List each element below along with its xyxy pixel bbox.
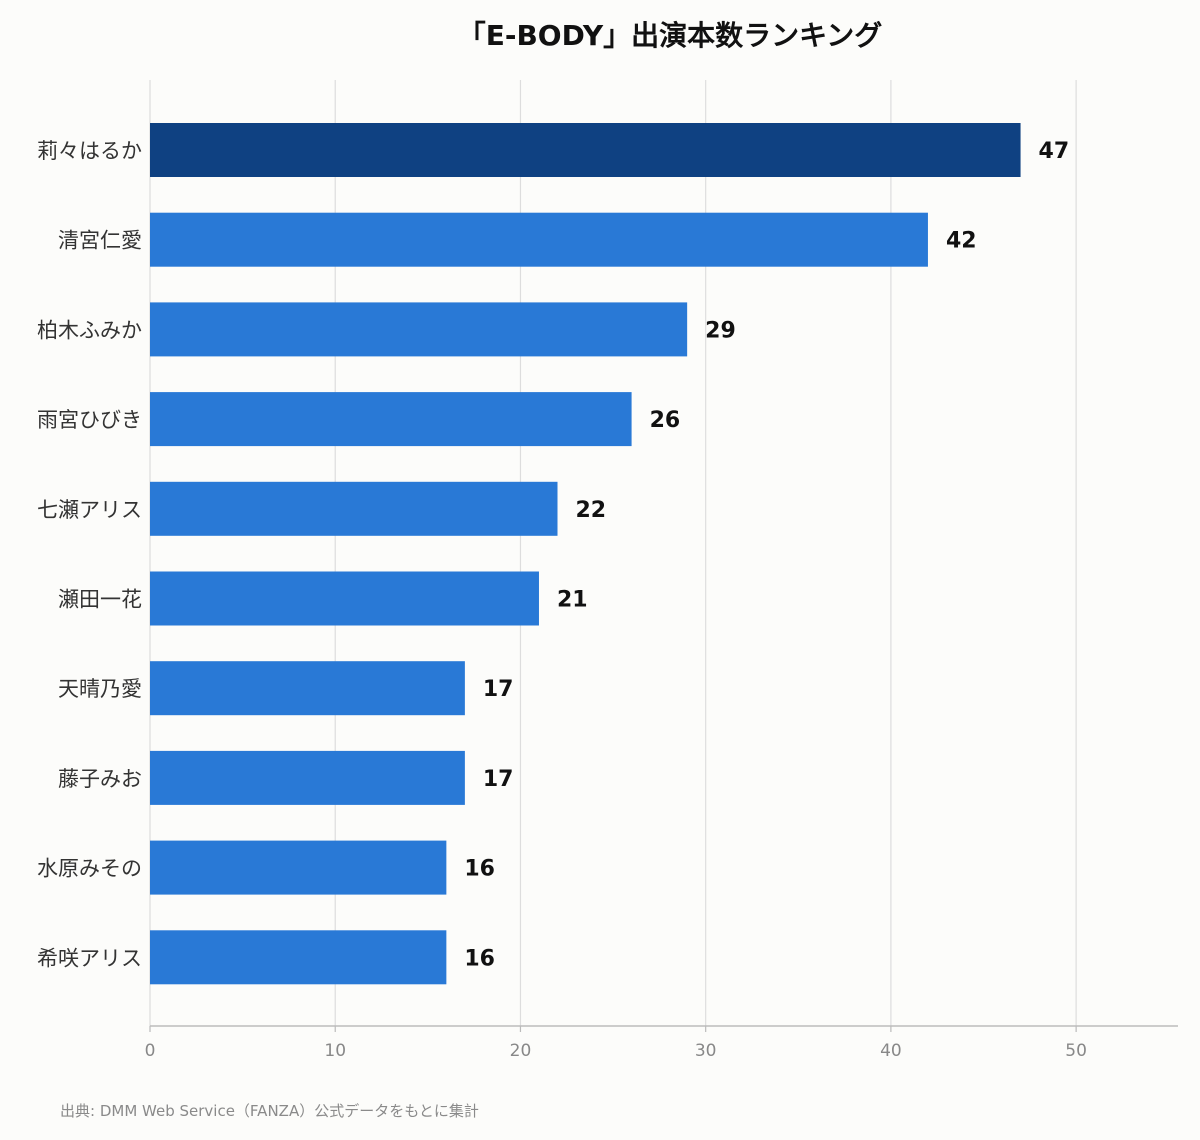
bar-7 [150,750,465,805]
value-label: 42 [946,229,977,254]
category-label: 七瀬アリス [37,498,142,522]
bar-0 [150,123,1021,177]
value-label: 29 [705,318,736,343]
bar-chart: 莉々はるか清宮仁愛柏木ふみか雨宮ひびき七瀬アリス瀬田一花天晴乃愛藤子みお水原みそ… [37,80,1178,1061]
chart-title: 「E-BODY」出演本数ランキング [457,19,883,52]
category-label: 希咲アリス [37,946,142,970]
bar-3 [150,392,632,447]
category-label: 水原みその [37,857,142,881]
category-label: 柏木ふみか [37,318,142,342]
value-labels: 47 42 29 26 22 21 17 17 16 16 [464,139,1069,971]
category-label: 天晴乃愛 [58,677,142,701]
bar-8 [150,840,447,895]
value-label: 16 [464,857,495,882]
value-label: 26 [650,408,681,433]
category-label: 藤子みお [58,767,142,791]
x-axis: 0 10 20 30 40 50 [145,1025,1178,1061]
bar-9 [150,930,447,985]
x-tick-label: 30 [695,1041,717,1061]
bars [150,123,1021,985]
x-tick-label: 0 [145,1041,156,1061]
bar-4 [150,481,558,536]
category-labels: 莉々はるか清宮仁愛柏木ふみか雨宮ひびき七瀬アリス瀬田一花天晴乃愛藤子みお水原みそ… [37,139,142,970]
value-label: 21 [557,588,588,613]
value-label: 16 [464,946,495,971]
x-tick-label: 40 [880,1041,902,1061]
source-note: 出典: DMM Web Service（FANZA）公式データをもとに集計 [60,1102,479,1120]
x-tick-label: 10 [324,1041,346,1061]
category-label: 莉々はるか [37,139,142,163]
value-label: 17 [483,767,514,792]
value-label: 17 [483,677,514,702]
value-label: 47 [1039,139,1070,164]
bar-6 [150,661,465,716]
x-tick-label: 50 [1065,1041,1087,1061]
bar-1 [150,212,928,267]
category-label: 雨宮ひびき [37,408,142,432]
value-label: 22 [575,498,606,523]
x-tick-label: 20 [510,1041,532,1061]
category-label: 清宮仁愛 [58,229,142,253]
bar-5 [150,571,539,626]
bar-2 [150,302,688,357]
category-label: 瀬田一花 [58,588,142,612]
